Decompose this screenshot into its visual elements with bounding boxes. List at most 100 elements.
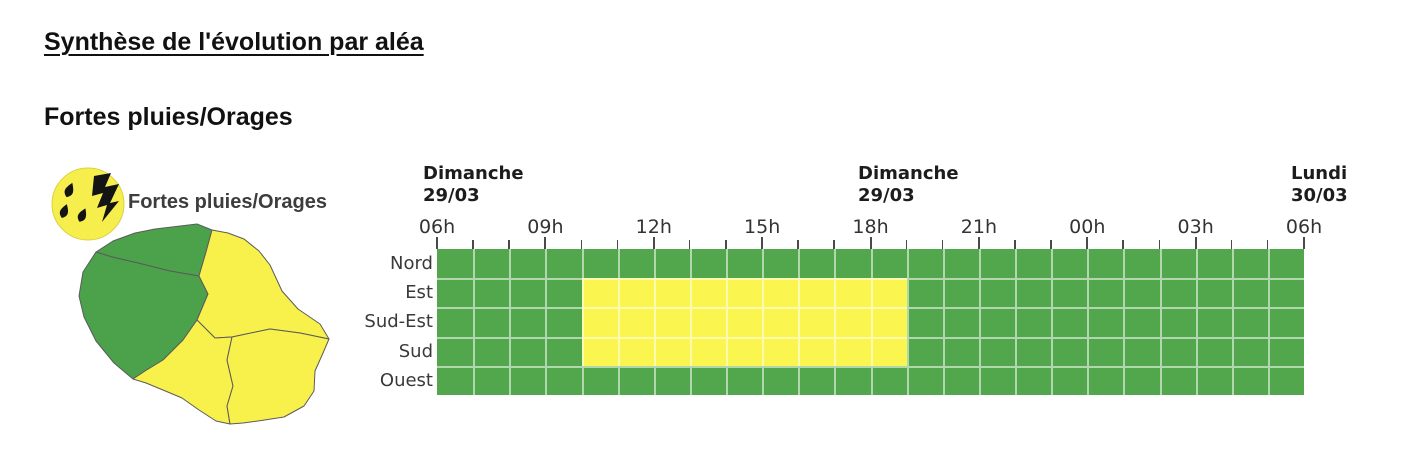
grid-cell bbox=[617, 307, 654, 337]
grid-cell bbox=[834, 365, 871, 395]
grid-cell bbox=[545, 365, 582, 395]
grid-cell bbox=[1015, 249, 1052, 279]
grid-cell bbox=[1195, 249, 1232, 279]
grid-cell bbox=[834, 336, 871, 366]
grid-cell bbox=[870, 336, 907, 366]
zone-label: Nord bbox=[390, 253, 433, 274]
time-label: 06h bbox=[418, 216, 456, 238]
grid-cell bbox=[1051, 336, 1088, 366]
hazard-section-title: Fortes pluies/Orages bbox=[44, 103, 293, 131]
time-label: 09h bbox=[527, 216, 564, 238]
grid-cell bbox=[978, 307, 1015, 337]
grid-cell bbox=[653, 365, 690, 395]
major-hour-tick bbox=[1194, 237, 1197, 249]
grid-cell bbox=[1051, 365, 1088, 395]
time-label: 18h bbox=[852, 216, 889, 238]
minor-hour-tick bbox=[1122, 240, 1124, 249]
lightning-bolt-glyph bbox=[92, 173, 119, 222]
grid-cell bbox=[1015, 278, 1052, 308]
grid-cell bbox=[1051, 278, 1088, 308]
minor-hour-tick bbox=[1158, 240, 1160, 249]
minor-hour-tick bbox=[833, 240, 835, 249]
grid-cell bbox=[1123, 249, 1160, 279]
major-hour-tick bbox=[761, 237, 764, 249]
major-hour-tick bbox=[1303, 237, 1305, 249]
grid-cell bbox=[1267, 336, 1304, 366]
grid-cell bbox=[437, 249, 474, 279]
date-header-date: 30/03 bbox=[1291, 185, 1348, 206]
major-hour-tick bbox=[977, 237, 980, 249]
date-header: Dimanche 29/03 bbox=[423, 163, 524, 207]
minor-hour-tick bbox=[1050, 240, 1052, 249]
grid-cell bbox=[581, 336, 618, 366]
grid-cell bbox=[545, 249, 582, 279]
zone-row-labels: Nord Est Sud-Est Sud Ouest bbox=[300, 249, 433, 395]
page-title: Synthèse de l'évolution par aléa bbox=[44, 28, 424, 56]
grid-cell bbox=[870, 249, 907, 279]
grid-cell bbox=[906, 278, 943, 308]
minor-hour-tick bbox=[580, 240, 582, 249]
grid-cell bbox=[870, 365, 907, 395]
minor-hour-tick bbox=[725, 240, 727, 249]
grid-cell bbox=[437, 336, 474, 366]
grid-cell bbox=[653, 336, 690, 366]
grid-cell bbox=[1267, 365, 1304, 395]
grid-cell bbox=[689, 278, 726, 308]
grid-cell bbox=[1267, 249, 1304, 279]
grid-cell bbox=[978, 365, 1015, 395]
grid-cell bbox=[942, 307, 979, 337]
grid-cell bbox=[653, 307, 690, 337]
grid-cell bbox=[798, 278, 835, 308]
grid-cell bbox=[798, 365, 835, 395]
grid-cell bbox=[1123, 278, 1160, 308]
grid-cell bbox=[1087, 307, 1124, 337]
minor-hour-tick bbox=[508, 240, 510, 249]
grid-cell bbox=[653, 249, 690, 279]
major-hour-tick bbox=[544, 237, 547, 249]
grid-cell bbox=[1015, 365, 1052, 395]
grid-cell bbox=[1231, 365, 1268, 395]
grid-cell bbox=[1051, 249, 1088, 279]
grid-cell bbox=[942, 365, 979, 395]
grid-cell bbox=[545, 336, 582, 366]
date-header-date: 29/03 bbox=[423, 185, 480, 206]
grid-cell bbox=[834, 249, 871, 279]
grid-cell bbox=[978, 278, 1015, 308]
grid-cell bbox=[1015, 336, 1052, 366]
grid-cell bbox=[1231, 278, 1268, 308]
time-label: 03h bbox=[1177, 216, 1214, 238]
grid-cell bbox=[1195, 307, 1232, 337]
grid-cell bbox=[473, 365, 510, 395]
minor-hour-tick bbox=[1230, 240, 1233, 249]
grid-cell bbox=[581, 249, 618, 279]
grid-cell bbox=[726, 307, 763, 337]
grid-cell bbox=[1087, 278, 1124, 308]
grid-cell bbox=[581, 307, 618, 337]
minor-hour-tick bbox=[1266, 240, 1269, 249]
grid-cell bbox=[1159, 307, 1196, 337]
zone-label: Est bbox=[405, 282, 433, 304]
date-header: Dimanche 29/03 bbox=[858, 163, 959, 207]
grid-cell bbox=[509, 307, 546, 337]
grid-cell bbox=[617, 336, 654, 366]
grid-cell bbox=[617, 249, 654, 279]
grid-cell bbox=[1123, 365, 1160, 395]
grid-cell bbox=[653, 278, 690, 308]
grid-cell bbox=[906, 307, 943, 337]
grid-cell bbox=[1231, 307, 1268, 337]
grid-cell bbox=[1123, 307, 1160, 337]
grid-cell bbox=[870, 307, 907, 337]
time-label: 15h bbox=[744, 216, 781, 238]
raindrop-glyphs bbox=[59, 182, 87, 222]
grid-cell bbox=[834, 278, 871, 308]
grid-cell bbox=[509, 336, 546, 366]
grid-cell bbox=[1051, 307, 1088, 337]
grid-cell bbox=[1231, 336, 1268, 366]
minor-hour-tick bbox=[616, 240, 619, 249]
grid-cell bbox=[689, 365, 726, 395]
grid-cell bbox=[1159, 336, 1196, 366]
time-label: 00h bbox=[1069, 216, 1106, 238]
grid-cell bbox=[1123, 336, 1160, 366]
grid-cell bbox=[726, 278, 763, 308]
grid-cell bbox=[1087, 365, 1124, 395]
